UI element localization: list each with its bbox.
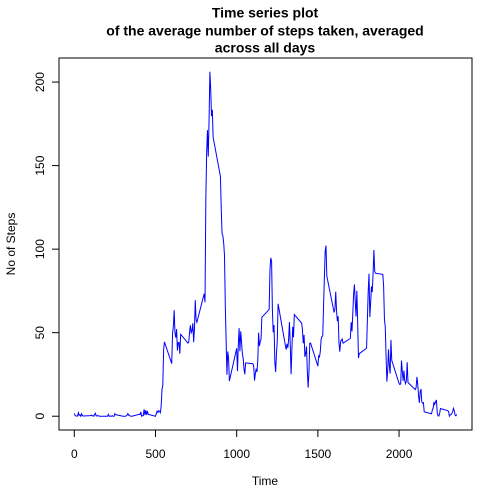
y-tick-label: 200: [33, 72, 47, 92]
x-tick-label: 500: [145, 447, 165, 461]
x-tick-label: 2000: [386, 447, 413, 461]
plot-frame: [58, 57, 473, 431]
chart-title: of the average number of steps taken, av…: [106, 23, 423, 39]
x-tick-label: 0: [71, 447, 78, 461]
y-tick-label: 100: [33, 239, 47, 259]
y-tick-label: 0: [33, 413, 47, 420]
x-axis-label: Time: [252, 474, 279, 488]
chart-title: Time series plot: [212, 5, 319, 21]
x-tick-label: 1000: [223, 447, 250, 461]
x-tick-label: 1500: [305, 447, 332, 461]
y-tick-label: 150: [33, 155, 47, 175]
data-line: [73, 71, 458, 418]
y-axis-label: No of Steps: [4, 213, 18, 276]
chart-title: across all days: [215, 40, 316, 56]
y-tick-label: 50: [33, 326, 47, 340]
